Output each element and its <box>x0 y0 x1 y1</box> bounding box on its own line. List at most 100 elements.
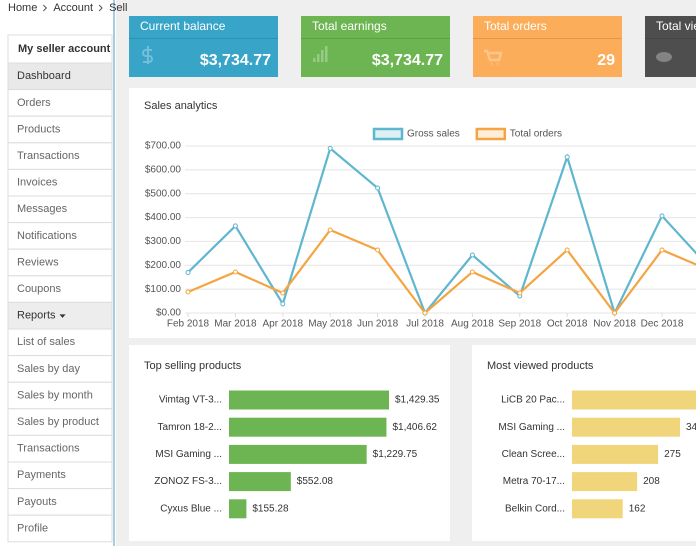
category-label: Clean Scree... <box>502 449 565 460</box>
menu-item-label[interactable]: Profile <box>17 522 48 534</box>
category-label: Metra 70-17... <box>503 476 565 487</box>
menu-item-label[interactable]: Payments <box>17 469 66 481</box>
category-label: Vimtag VT-3... <box>159 395 222 406</box>
menu-item-label[interactable]: Sales by month <box>17 389 93 401</box>
menu-item-label[interactable]: Sales by product <box>17 416 99 428</box>
value-label: $1,429.35 <box>395 395 440 406</box>
bar <box>572 417 680 437</box>
menu-item[interactable] <box>7 142 113 170</box>
x-tick-label: Jul 2018 <box>406 319 444 330</box>
x-tick-label: Nov 2018 <box>593 319 636 330</box>
menu-item[interactable] <box>7 461 113 490</box>
x-tick-label: May 2018 <box>308 319 352 330</box>
value-label: $1,229.75 <box>373 449 418 460</box>
caret <box>59 314 66 318</box>
bar <box>229 390 389 410</box>
value-label: 208 <box>643 476 660 487</box>
breadcrumb-separator <box>42 4 48 12</box>
menu-item[interactable] <box>7 514 113 543</box>
stat-card-band <box>129 38 278 39</box>
menu-item[interactable] <box>7 89 113 117</box>
menu-item[interactable] <box>7 488 113 516</box>
menu-item-label[interactable]: Payouts <box>17 496 57 508</box>
sidebar-header <box>7 34 113 64</box>
series-point <box>280 301 286 307</box>
x-tick-label: Jun 2018 <box>357 319 399 330</box>
series-point <box>612 310 618 316</box>
chart-title: Sales analytics <box>144 100 218 112</box>
icon <box>313 58 316 62</box>
icon <box>321 50 324 62</box>
menu-item-label[interactable]: Coupons <box>17 283 62 295</box>
icon <box>325 46 328 62</box>
menu-item-label[interactable]: Sales by day <box>17 363 80 375</box>
stat-card-band <box>301 38 450 39</box>
chart-title: Top selling products <box>144 360 242 372</box>
icon <box>142 46 153 64</box>
y-tick-label: $100.00 <box>145 284 182 295</box>
menu-item-label[interactable]: Transactions <box>17 150 80 162</box>
x-tick-label: Apr 2018 <box>263 319 304 330</box>
series-point <box>469 252 475 258</box>
menu-item[interactable] <box>7 355 113 383</box>
category-label: Cyxus Blue ... <box>160 503 222 514</box>
x-tick-label: Dec 2018 <box>641 319 684 330</box>
series-point <box>327 227 333 233</box>
legend-label: Total orders <box>510 129 562 140</box>
icon <box>656 52 672 62</box>
legend-label: Gross sales <box>407 129 460 140</box>
stat-card-title: Total earnings <box>312 19 387 33</box>
stat-card-title: Total view <box>656 19 696 33</box>
menu-item[interactable] <box>7 381 113 410</box>
menu-item-label[interactable]: Orders <box>17 97 51 109</box>
x-tick-label: Feb 2018 <box>167 319 210 330</box>
icon <box>484 49 503 66</box>
menu-item-label[interactable]: Notifications <box>17 230 77 242</box>
menu-item-label[interactable]: Messages <box>17 203 68 215</box>
menu-item-label[interactable]: List of sales <box>17 336 76 348</box>
category-label: Tamron 18-2... <box>158 422 222 433</box>
breadcrumb-item[interactable]: Account <box>53 2 93 14</box>
menu-item-label[interactable]: Invoices <box>17 177 58 189</box>
x-tick-label: Oct 2018 <box>547 319 588 330</box>
breadcrumb-item[interactable]: Home <box>8 2 37 14</box>
series-point <box>232 269 238 275</box>
menu-group[interactable] <box>7 301 113 330</box>
menu-item-label[interactable]: Reviews <box>17 256 59 268</box>
menu-item[interactable] <box>7 248 113 277</box>
menu-item[interactable] <box>7 195 113 224</box>
value-label: 162 <box>629 503 646 514</box>
breadcrumb-item: Sell <box>109 2 127 14</box>
menu-item-label[interactable]: Dashboard <box>17 70 71 82</box>
menu-item[interactable] <box>7 168 113 197</box>
stat-card <box>301 16 450 77</box>
menu-group-label[interactable]: Reports <box>17 310 56 322</box>
series-line <box>187 146 696 316</box>
bar <box>229 472 291 492</box>
category-label: MSI Gaming ... <box>498 422 565 433</box>
series-point <box>659 247 665 253</box>
y-tick-label: $300.00 <box>145 236 182 247</box>
content: Home Account Sell My seller account Dashboar… <box>7 2 696 543</box>
panel <box>129 345 450 541</box>
menu-item[interactable] <box>7 222 113 250</box>
bar <box>572 444 659 464</box>
x-tick-label: Mar 2018 <box>214 319 257 330</box>
chart-title: Most viewed products <box>487 360 594 372</box>
y-tick-label: $600.00 <box>145 164 182 175</box>
series-point <box>564 247 570 253</box>
stat-card-band <box>645 38 696 39</box>
category-label: Belkin Cord... <box>505 503 565 514</box>
sidebar-divider <box>113 0 115 546</box>
y-tick-label: $500.00 <box>145 188 182 199</box>
stat-card <box>473 16 622 77</box>
icon <box>317 54 320 62</box>
menu-item-label[interactable]: Products <box>17 123 61 135</box>
sidebar: My seller account Dashboard Orders Products… <box>7 34 113 543</box>
menu-item[interactable] <box>7 275 113 303</box>
stat-card-value: $3,734.77 <box>372 52 443 69</box>
menu-item-label[interactable]: Transactions <box>17 443 80 455</box>
menu-item[interactable] <box>7 115 113 144</box>
series-point <box>280 290 286 296</box>
